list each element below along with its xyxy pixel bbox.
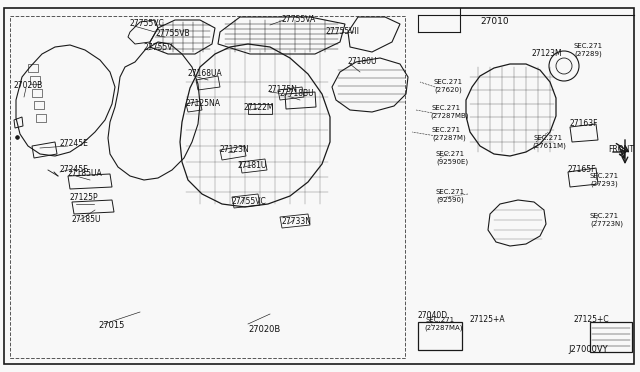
Text: (27293): (27293) bbox=[590, 181, 618, 187]
Text: (27289): (27289) bbox=[574, 51, 602, 57]
Text: 27733N: 27733N bbox=[282, 218, 312, 227]
Text: (27723N): (27723N) bbox=[590, 221, 623, 227]
Text: 27020B: 27020B bbox=[14, 81, 44, 90]
Text: SEC.271: SEC.271 bbox=[434, 79, 463, 85]
Text: SEC.271: SEC.271 bbox=[574, 43, 603, 49]
Text: 27755V: 27755V bbox=[143, 44, 173, 52]
Text: SEC.271: SEC.271 bbox=[590, 173, 619, 179]
Text: 27125NA: 27125NA bbox=[186, 99, 221, 109]
Text: (27620): (27620) bbox=[434, 87, 461, 93]
Text: 27168UA: 27168UA bbox=[188, 70, 223, 78]
Text: 27125+C: 27125+C bbox=[574, 315, 610, 324]
Text: SEC.271: SEC.271 bbox=[436, 189, 465, 195]
Text: SEC.271: SEC.271 bbox=[436, 151, 465, 157]
Text: (92590E): (92590E) bbox=[436, 159, 468, 165]
Text: 27245E: 27245E bbox=[60, 166, 89, 174]
Text: 27015: 27015 bbox=[98, 321, 124, 330]
Text: 27755VA: 27755VA bbox=[282, 16, 316, 25]
Bar bbox=[10, 16, 405, 358]
Text: 27185UA: 27185UA bbox=[68, 170, 103, 179]
Text: SEC.271: SEC.271 bbox=[426, 317, 455, 323]
Text: J27000VY: J27000VY bbox=[568, 346, 607, 355]
Text: 27040D: 27040D bbox=[418, 311, 448, 321]
Bar bbox=[418, 322, 462, 350]
Text: 27245E: 27245E bbox=[60, 140, 89, 148]
Text: 27755VB: 27755VB bbox=[155, 29, 189, 38]
Text: 27125P: 27125P bbox=[70, 193, 99, 202]
Text: (27611M): (27611M) bbox=[532, 143, 566, 149]
Text: 27180U: 27180U bbox=[348, 58, 378, 67]
Text: (27287MB): (27287MB) bbox=[430, 113, 468, 119]
Text: FRONT: FRONT bbox=[608, 145, 634, 154]
Text: 27181U: 27181U bbox=[238, 161, 268, 170]
Text: SEC.271: SEC.271 bbox=[590, 213, 619, 219]
Text: 27122M: 27122M bbox=[244, 103, 275, 112]
Text: 27185U: 27185U bbox=[72, 215, 102, 224]
Text: 27123N: 27123N bbox=[220, 145, 250, 154]
Text: (27287M): (27287M) bbox=[432, 135, 466, 141]
Bar bbox=[590, 322, 632, 352]
Text: (92590): (92590) bbox=[436, 197, 464, 203]
Text: 27175N: 27175N bbox=[268, 86, 298, 94]
Text: SEC.271: SEC.271 bbox=[432, 105, 461, 111]
Text: SEC.271: SEC.271 bbox=[432, 127, 461, 133]
Text: 27718BU: 27718BU bbox=[280, 90, 315, 99]
Text: 27020B: 27020B bbox=[248, 326, 280, 334]
Text: 27123M: 27123M bbox=[532, 49, 563, 58]
Text: 27755VC: 27755VC bbox=[232, 198, 267, 206]
Text: 27125+A: 27125+A bbox=[470, 315, 506, 324]
Text: 27165F: 27165F bbox=[568, 166, 596, 174]
Text: (27287MA): (27287MA) bbox=[424, 325, 463, 331]
Text: 27010: 27010 bbox=[480, 17, 509, 26]
Text: 27163F: 27163F bbox=[570, 119, 598, 128]
Text: SEC.271: SEC.271 bbox=[534, 135, 563, 141]
Text: 27755VII: 27755VII bbox=[326, 28, 360, 36]
Text: 27755VC: 27755VC bbox=[130, 19, 164, 29]
